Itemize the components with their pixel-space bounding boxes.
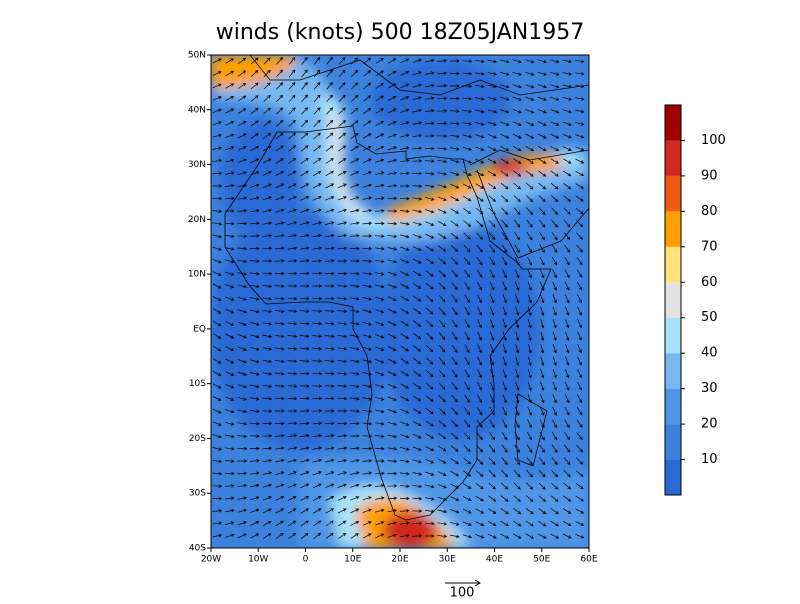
colorbar-segment: [665, 424, 681, 460]
x-tick-label: 50E: [533, 555, 550, 565]
y-tick-label: 20N: [188, 215, 206, 225]
y-tick-label: EQ: [193, 324, 206, 334]
colorbar-segment: [665, 459, 681, 495]
colorbar-frame: [664, 104, 682, 496]
reference-arrowhead: [474, 579, 481, 587]
colorbar-segment: [665, 140, 681, 176]
coastlines: [224, 55, 589, 521]
x-tick-label: 10E: [344, 555, 361, 565]
y-tick-label: 20S: [189, 434, 206, 444]
colorbar-label: 20: [701, 417, 718, 432]
x-tick-label: 60E: [580, 555, 597, 565]
colorbar-label: 50: [701, 310, 718, 325]
colorbar-segment: [665, 282, 681, 318]
colorbar-segment: [665, 175, 681, 212]
y-tick-label: 40N: [188, 105, 206, 115]
colorbar-label: 10: [701, 452, 718, 467]
x-tick-label: 40E: [486, 555, 503, 565]
colorbar-segment: [665, 353, 681, 389]
colorbar-segment: [665, 388, 681, 425]
reference-label: 100: [450, 586, 475, 601]
y-tick-label: 10S: [189, 379, 206, 389]
colorbar-segment: [665, 246, 681, 283]
axes: 20W 10W 0 10E 20E 30E 40E 50E 60E 50N 40N 30N 20N 10N…: [188, 51, 598, 565]
y-tick-label: 30N: [188, 160, 206, 170]
wind-field: [211, 55, 589, 548]
wind-arrows: [212, 56, 585, 540]
colorbar-label: 90: [701, 168, 718, 183]
colorbar: 10 20 30 40 50 60 70 80 90 100: [664, 104, 726, 496]
y-tick-label: 40S: [189, 544, 206, 554]
colorbar-label: 40: [701, 346, 718, 361]
title: winds (knots) 500 18Z05JAN1957: [216, 20, 585, 45]
x-tick-label: 20W: [201, 555, 221, 565]
x-tick-label: 0: [303, 555, 309, 565]
colorbar-label: 70: [701, 239, 718, 254]
y-tick-label: 10N: [188, 270, 206, 280]
x-tick-label: 30E: [439, 555, 456, 565]
colorbar-label: 60: [701, 275, 718, 290]
colorbar-label: 100: [701, 133, 726, 148]
x-tick-label: 20E: [391, 555, 408, 565]
colorbar-label: 30: [701, 381, 718, 396]
x-tick-label: 10W: [248, 555, 268, 565]
y-tick-label: 50N: [188, 51, 206, 61]
colorbar-segment: [665, 105, 681, 141]
colorbar-segment: [665, 317, 681, 354]
colorbar-label: 80: [701, 204, 718, 219]
colorbar-segment: [665, 211, 681, 247]
y-tick-label: 30S: [189, 489, 206, 499]
